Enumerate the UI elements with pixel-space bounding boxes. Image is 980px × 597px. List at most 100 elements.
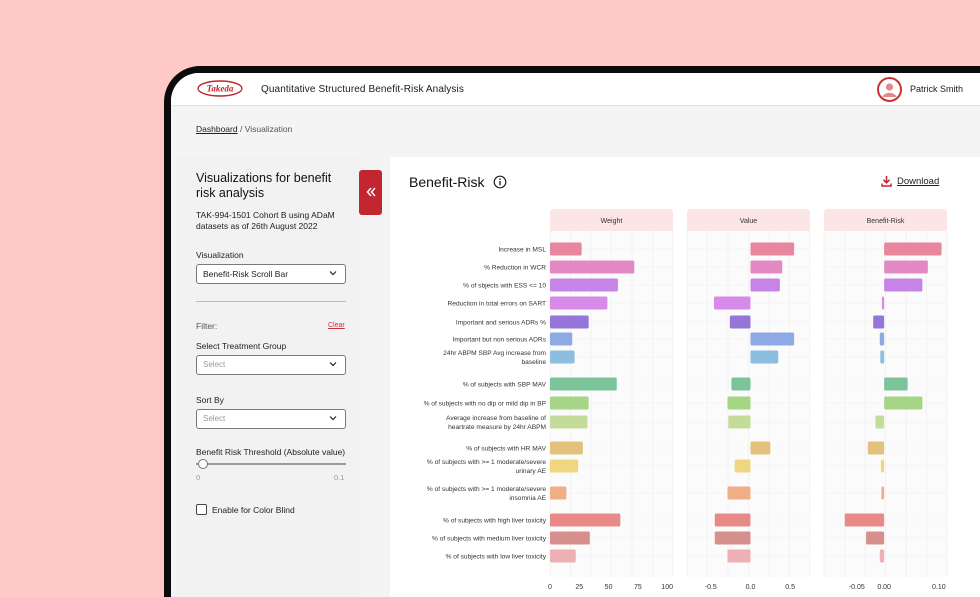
colorblind-checkbox[interactable] <box>196 504 207 515</box>
top-bar: Takeda Quantitative Structured Benefit-R… <box>171 73 980 106</box>
bar <box>550 350 575 364</box>
chevron-down-icon <box>329 362 337 367</box>
bar <box>731 377 751 391</box>
sidebar-title: Visualizations for benefit risk analysis <box>196 171 332 200</box>
filter-label: Filter: <box>196 321 218 331</box>
bar <box>550 531 590 545</box>
download-button[interactable]: Download <box>897 176 940 187</box>
bar <box>727 549 751 563</box>
bar <box>550 315 589 329</box>
tick-label: 50 <box>605 584 613 591</box>
bar <box>550 260 635 274</box>
row-label: % of subjects with >= 1 moderate/severe <box>427 459 546 466</box>
visualization-select-value: Benefit-Risk Scroll Bar <box>203 269 289 279</box>
threshold-slider-thumb[interactable] <box>198 459 208 469</box>
sort-by-placeholder: Select <box>203 414 226 423</box>
collapse-sidebar-button[interactable] <box>359 170 382 215</box>
treatment-group-placeholder: Select <box>203 360 226 369</box>
sidebar-description: TAK-994-1501 Cohort B using ADaM dataset… <box>196 210 335 231</box>
bar <box>884 396 923 410</box>
bar <box>713 296 751 310</box>
row-label: urinary AE <box>516 468 547 475</box>
bar <box>727 396 751 410</box>
visualization-select[interactable]: Benefit-Risk Scroll Bar <box>196 264 346 284</box>
bar <box>844 513 885 527</box>
benefit-risk-chart: Increase in MSL % Reduction in WCR % of sb… <box>424 209 948 591</box>
row-label: % of subjects with SBP MAV <box>463 381 547 388</box>
tick-label: -0.5 <box>705 584 717 591</box>
bar <box>728 415 751 429</box>
filter-sidebar: Visualizations for benefit risk analysis… <box>177 157 360 597</box>
row-label: insomnia AE <box>509 495 546 502</box>
bar <box>750 260 783 274</box>
breadcrumb-dashboard-link[interactable]: Dashboard <box>196 124 238 134</box>
row-label: Important but non serious ADRs <box>453 336 547 343</box>
bar <box>750 242 795 256</box>
panel-header <box>824 209 947 231</box>
sort-by-label: Sort By <box>196 395 224 405</box>
user-name[interactable]: Patrick Smith <box>910 84 964 94</box>
bar <box>550 459 579 473</box>
bar <box>550 242 582 256</box>
row-label: Increase in MSL <box>498 246 546 253</box>
bar <box>550 296 608 310</box>
bar <box>550 377 617 391</box>
double-chevron-left-icon <box>366 187 376 197</box>
chevron-down-icon <box>329 271 337 276</box>
panel-header-title: Value <box>740 218 757 225</box>
bar <box>550 415 588 429</box>
avatar[interactable] <box>877 77 902 102</box>
divider <box>196 301 346 302</box>
breadcrumb: Dashboard / Visualization <box>196 124 292 134</box>
row-label: 24hr ABPM SBP Avg increase from <box>443 350 546 357</box>
app-title: Quantitative Structured Benefit-Risk Ana… <box>261 84 464 95</box>
row-label: % Reduction in WCR <box>484 264 546 271</box>
bar <box>884 377 908 391</box>
row-label: heartrate measure by 24hr ABPM <box>448 424 546 431</box>
bar <box>879 332 885 346</box>
row-label: % of sbjects with ESS <= 10 <box>463 282 546 289</box>
bar <box>714 513 751 527</box>
bar <box>550 513 621 527</box>
bar <box>750 441 771 455</box>
breadcrumb-separator: / <box>239 124 243 134</box>
visualization-label: Visualization <box>196 250 244 260</box>
bar <box>884 242 942 256</box>
row-label: % of subjects with high liver toxicity <box>443 517 547 524</box>
bar <box>881 296 885 310</box>
bar <box>750 278 780 292</box>
bar <box>750 350 779 364</box>
bar <box>550 441 583 455</box>
sort-by-select[interactable]: Select <box>196 409 346 429</box>
breadcrumb-current: Visualization <box>244 124 293 134</box>
threshold-label: Benefit Risk Threshold (Absolute value) <box>196 447 346 457</box>
info-icon[interactable] <box>493 175 507 189</box>
panel-header-title: Weight <box>601 218 623 225</box>
bar <box>875 415 885 429</box>
bar <box>884 278 923 292</box>
bar <box>550 486 567 500</box>
tick-label: 0.00 <box>877 584 891 591</box>
row-label: Reduction in total errors on SART <box>448 300 546 307</box>
chevron-down-icon <box>329 416 337 421</box>
threshold-slider-track[interactable] <box>196 463 346 465</box>
row-label: % of subjects with HR MAV <box>466 445 546 452</box>
row-label: baseline <box>521 359 546 366</box>
tick-label: 0.0 <box>746 584 756 591</box>
row-label: % of subjects with no dip or mild dip in… <box>424 400 547 407</box>
tick-label: 0.5 <box>785 584 795 591</box>
bar <box>873 315 885 329</box>
threshold-min-label: 0 <box>196 473 201 482</box>
bar <box>734 459 751 473</box>
bar <box>729 315 751 329</box>
download-icon[interactable] <box>881 175 892 187</box>
panel-header-title: Benefit-Risk <box>867 218 905 225</box>
takeda-logo[interactable]: Takeda <box>197 80 243 97</box>
colorblind-label[interactable]: Enable for Color Blind <box>212 505 295 515</box>
tick-label: 75 <box>634 584 642 591</box>
row-label: % of subjects with >= 1 moderate/severe <box>427 486 546 493</box>
bar <box>866 531 885 545</box>
clear-filters-link[interactable]: Clear <box>328 322 345 329</box>
bar <box>550 278 618 292</box>
treatment-group-select[interactable]: Select <box>196 355 346 375</box>
